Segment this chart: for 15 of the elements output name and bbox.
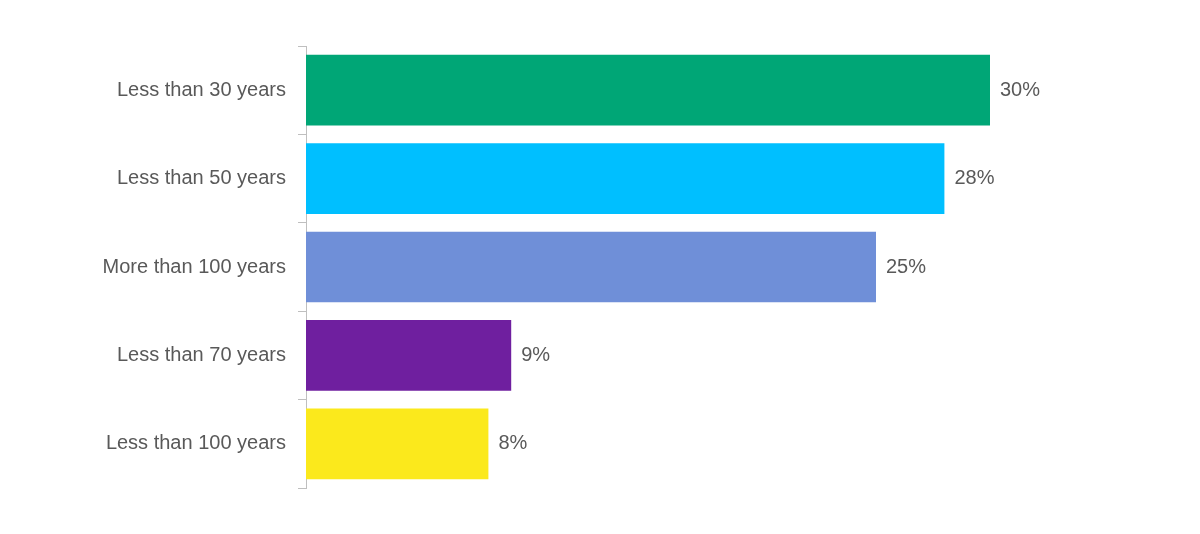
y-tick-label: Less than 30 years (117, 77, 286, 100)
bar (306, 54, 990, 126)
y-tick-label: Less than 50 years (117, 166, 286, 189)
data-label: 9% (521, 342, 551, 365)
bar (306, 320, 512, 391)
data-label: 25% (886, 254, 927, 277)
y-tick-label: Less than 70 years (117, 342, 286, 365)
data-label: 28% (954, 166, 995, 189)
bar (306, 408, 489, 480)
bar (306, 143, 945, 214)
bar (306, 231, 876, 303)
data-label: 8% (498, 431, 528, 454)
data-label: 30% (1000, 77, 1041, 100)
y-tick-label: Less than 100 years (105, 431, 286, 454)
y-tick-label: More than 100 years (102, 254, 286, 277)
